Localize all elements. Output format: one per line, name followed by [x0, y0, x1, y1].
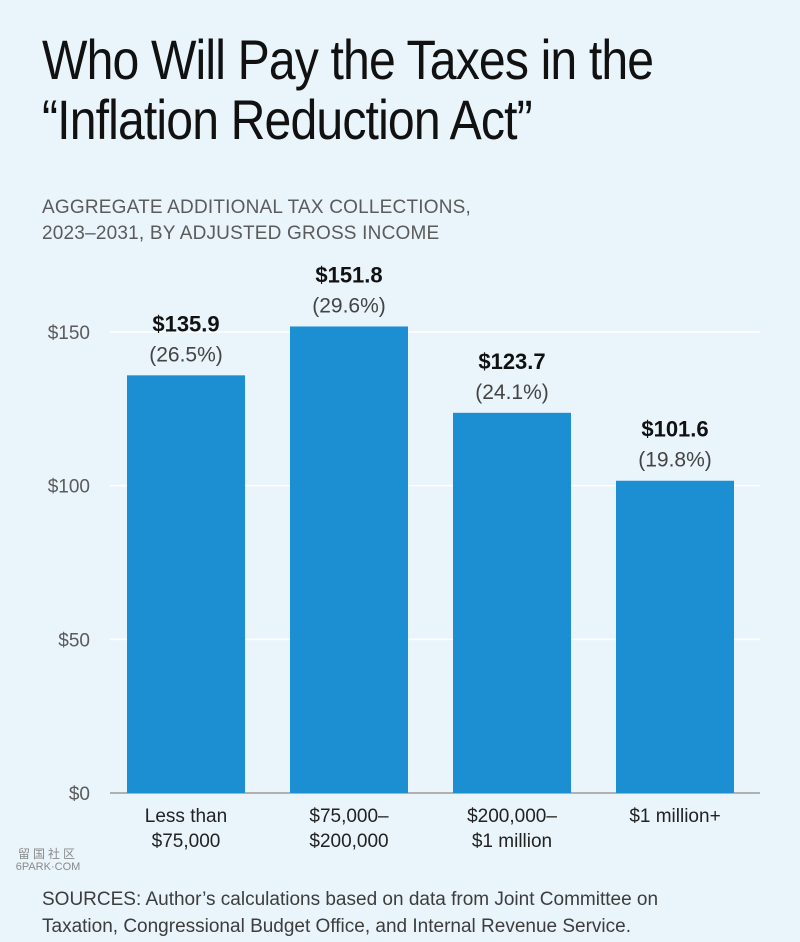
bar-2	[453, 412, 571, 793]
chart-title-line-1: Who Will Pay the Taxes in the	[42, 28, 654, 91]
x-tick-label: $75,000–	[309, 806, 389, 827]
watermark: 留国社区 6PARK·COM	[8, 848, 88, 874]
watermark-glyphs: 留国社区	[17, 847, 78, 861]
x-tick-label: $1 million	[472, 831, 552, 852]
x-tick-label: $1 million+	[629, 806, 720, 827]
watermark-text: 6PARK·COM	[15, 861, 81, 873]
x-tick-label: $200,000	[309, 831, 388, 852]
x-tick-label: $200,000–	[467, 806, 557, 827]
bar-3	[616, 480, 734, 793]
bar-chart: $0 $50 $100 $150 $135.9 (26.5%) $151.8 (29.6%)…	[48, 262, 760, 852]
y-tick-label: $100	[48, 477, 90, 498]
y-axis-tick-labels: $0 $50 $100 $150	[48, 323, 90, 805]
x-tick-label: Less than	[145, 806, 227, 827]
chart-title-line-2: “Inflation Reduction Act”	[42, 88, 533, 151]
bar-share-label: (24.1%)	[475, 381, 549, 404]
bar-share-label: (19.8%)	[638, 449, 712, 472]
y-tick-label: $0	[69, 784, 90, 805]
sources-line-1: SOURCES: Author’s calculations based on …	[42, 889, 659, 910]
bar-1	[290, 326, 408, 793]
chart-subtitle-line-2: 2023–2031, BY ADJUSTED GROSS INCOME	[42, 223, 440, 244]
y-tick-label: $150	[48, 323, 90, 344]
bar-share-label: (26.5%)	[149, 343, 223, 366]
bar-value-label: $123.7	[478, 349, 545, 374]
chart-title: Who Will Pay the Taxes in the “Inflation…	[42, 30, 661, 150]
sources-note: SOURCES: Author’s calculations based on …	[42, 886, 762, 940]
x-axis-tick-labels: Less than $75,000 $75,000– $200,000 $200,000…	[145, 806, 721, 852]
bars	[127, 326, 734, 793]
data-labels: $135.9 (26.5%) $151.8 (29.6%) $123.7 (24.1%) $…	[149, 262, 712, 471]
bar-value-label: $151.8	[315, 262, 382, 287]
bar-value-label: $101.6	[641, 417, 708, 442]
y-tick-label: $50	[58, 630, 90, 651]
bar-share-label: (29.6%)	[312, 294, 386, 317]
bar-value-label: $135.9	[152, 311, 219, 336]
bar-0	[127, 375, 245, 793]
sources-line-2: Taxation, Congressional Budget Office, a…	[42, 916, 631, 937]
chart-subtitle: AGGREGATE ADDITIONAL TAX COLLECTIONS, 20…	[42, 195, 642, 247]
chart-subtitle-line-1: AGGREGATE ADDITIONAL TAX COLLECTIONS,	[42, 197, 472, 218]
x-tick-label: $75,000	[152, 831, 221, 852]
